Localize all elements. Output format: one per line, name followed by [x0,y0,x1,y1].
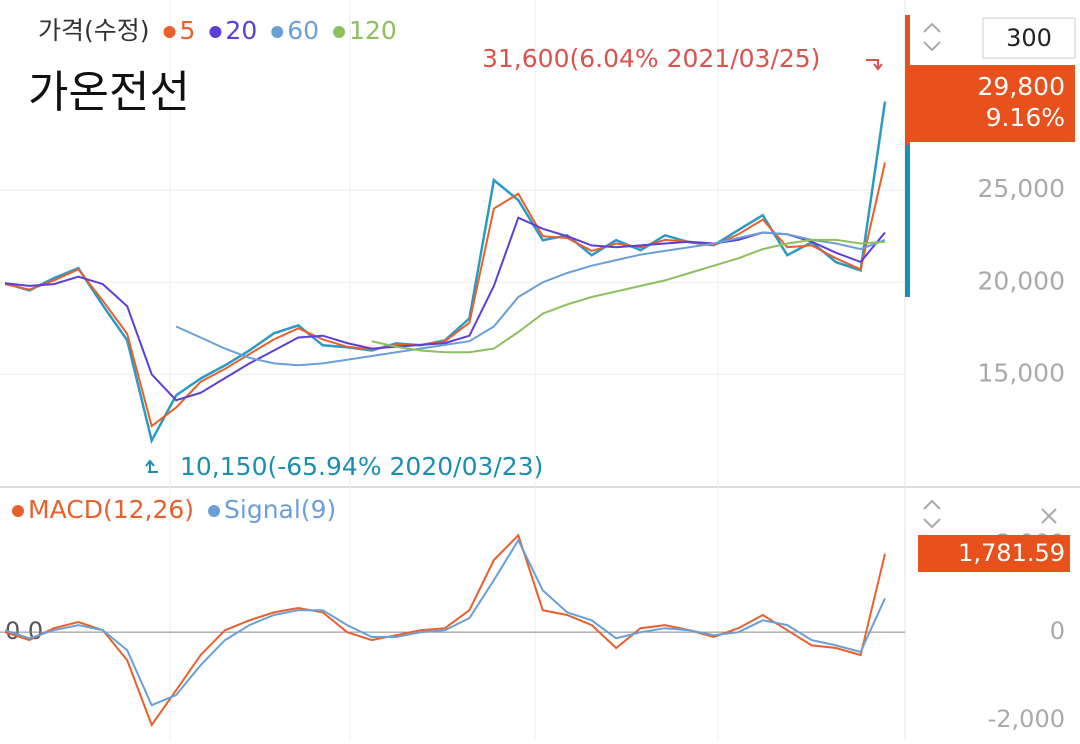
period[interactable]: 300 [1006,24,1052,52]
legend-dot [209,26,222,38]
vertical-grid [169,0,719,740]
legend-label: Signal(9) [224,495,336,524]
y-tick-label: -2,000 [988,705,1065,733]
legend-dot [333,26,346,38]
zero-label: 0.0 [5,617,43,645]
last-price: 29,800 [978,72,1065,101]
y-tick-label: 25,000 [978,174,1065,203]
period-box[interactable] [982,17,1076,59]
legend-label: MACD(12,26) [28,495,194,524]
series-line [175,231,886,367]
macd-last: 1,781.59 [958,539,1065,567]
price-box [905,65,1075,142]
series-line [4,162,886,428]
legend-dot [12,505,24,517]
series-line [4,216,886,402]
plot [0,101,905,728]
y-tick-label: 0 [1050,617,1065,645]
range-down [905,145,910,297]
legend-label: 120 [349,16,397,45]
y-tick-label: 20,000 [978,266,1065,295]
series-line [4,538,886,707]
close-button[interactable] [1041,508,1057,524]
legend-label: 5 [180,16,196,45]
series-line [4,101,887,445]
series-line [371,238,886,354]
legend-dot [208,505,221,517]
legend-label: 20 [225,16,257,45]
legend-label: 60 [287,16,319,45]
high-annotation: 31,600(6.04% 2021/03/25) [482,44,820,73]
legend-dot [271,26,284,38]
y-tick-label: 15,000 [978,358,1065,387]
legend-dot [163,26,176,38]
stock-name: 가온전선 [28,67,190,118]
low-annotation: 10,150(-65.94% 2020/03/23) [180,452,543,481]
low-arrow [145,459,158,473]
legend-label: 가격(수정) [38,16,150,45]
scroll-arrows[interactable] [923,22,941,529]
series-line [4,533,886,728]
macd-box [918,535,1070,572]
last-change: 9.16% [986,103,1065,132]
high-arrow [866,59,883,71]
